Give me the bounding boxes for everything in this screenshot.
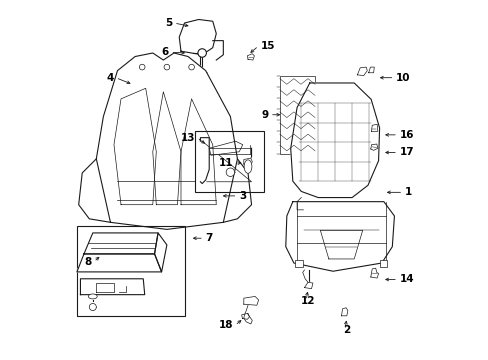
Polygon shape: [241, 313, 249, 319]
Bar: [379, 260, 386, 267]
Bar: [294, 260, 302, 267]
Ellipse shape: [88, 294, 97, 299]
Text: 6: 6: [161, 47, 168, 57]
Text: 10: 10: [395, 73, 410, 83]
Polygon shape: [357, 67, 366, 76]
Polygon shape: [370, 268, 378, 278]
Text: 18: 18: [218, 320, 233, 330]
Text: 3: 3: [239, 191, 246, 201]
Text: 15: 15: [260, 41, 274, 51]
Text: 2: 2: [343, 325, 350, 335]
Polygon shape: [179, 19, 216, 55]
Bar: [195, 131, 264, 192]
Polygon shape: [96, 53, 237, 229]
Text: 1: 1: [404, 187, 411, 197]
Polygon shape: [370, 144, 377, 150]
Text: 8: 8: [84, 257, 92, 267]
Circle shape: [164, 64, 169, 70]
Text: 9: 9: [261, 110, 267, 120]
Polygon shape: [84, 233, 158, 254]
Circle shape: [225, 168, 234, 176]
Circle shape: [139, 64, 145, 70]
Circle shape: [188, 64, 194, 70]
Polygon shape: [247, 54, 254, 60]
Circle shape: [89, 303, 96, 311]
Polygon shape: [304, 282, 312, 289]
Text: 16: 16: [399, 130, 413, 140]
Bar: [77, 226, 184, 316]
Polygon shape: [368, 67, 374, 73]
Polygon shape: [77, 254, 161, 272]
Circle shape: [198, 49, 206, 57]
Polygon shape: [285, 202, 394, 271]
Polygon shape: [371, 124, 377, 131]
Text: 17: 17: [399, 148, 413, 157]
Polygon shape: [244, 296, 258, 305]
Text: 5: 5: [164, 18, 172, 28]
Polygon shape: [244, 158, 252, 165]
Text: 14: 14: [399, 274, 413, 284]
Text: 12: 12: [300, 296, 315, 306]
Text: 11: 11: [218, 158, 233, 168]
Bar: [279, 76, 314, 154]
Polygon shape: [341, 308, 347, 316]
Polygon shape: [154, 233, 166, 272]
Text: 4: 4: [106, 73, 114, 83]
Ellipse shape: [244, 160, 251, 173]
Text: 13: 13: [180, 133, 195, 143]
Polygon shape: [290, 83, 379, 198]
Text: 7: 7: [205, 233, 213, 243]
Polygon shape: [209, 141, 242, 155]
